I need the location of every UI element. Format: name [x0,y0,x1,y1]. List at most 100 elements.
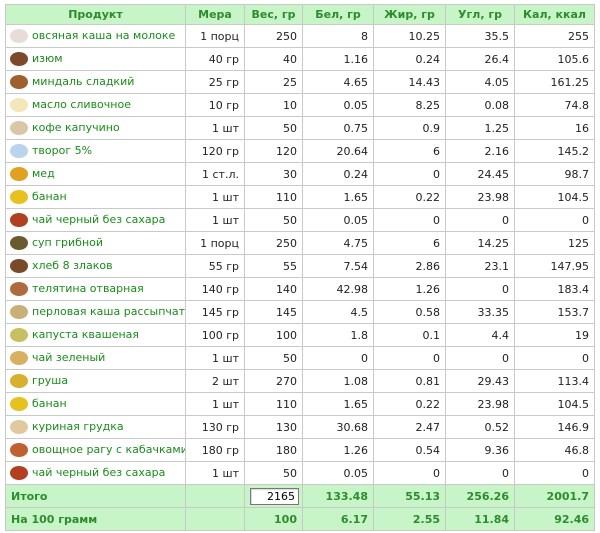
total-label: Итого [5,484,186,508]
kcal-cell: 105.6 [514,47,595,71]
col-header-protein[interactable]: Бел, гр [302,4,374,25]
fat-cell: 0.24 [373,47,446,71]
product-cell: суп грибной [5,231,186,255]
kcal-cell: 16 [514,116,595,140]
measure-cell: 180 гр [185,438,245,462]
weight-cell: 250 [244,24,303,48]
product-link[interactable]: мед [32,167,55,180]
weight-cell: 10 [244,93,303,117]
table-row: груша 2 шт 270 1.08 0.81 29.43 113.4 [5,369,595,393]
fat-cell: 0.9 [373,116,446,140]
protein-cell: 20.64 [302,139,374,163]
weight-cell: 55 [244,254,303,278]
carbs-cell: 0.08 [445,93,515,117]
table-row: чай черный без сахара 1 шт 50 0.05 0 0 0 [5,208,595,232]
fat-cell: 14.43 [373,70,446,94]
product-link[interactable]: кофе капучино [32,121,120,134]
weight-cell: 145 [244,300,303,324]
carbs-cell: 26.4 [445,47,515,71]
protein-cell: 1.26 [302,438,374,462]
nutrition-table: Продукт Мера Вес, гр Бел, гр Жир, гр Угл… [5,4,595,531]
product-cell: капуста квашеная [5,323,186,347]
fat-cell: 6 [373,139,446,163]
col-header-weight[interactable]: Вес, гр [244,4,303,25]
fat-cell: 0.22 [373,392,446,416]
total-weight-field[interactable]: 2165 [250,487,299,505]
product-cell: чай черный без сахара [5,461,186,485]
carbs-cell: 2.16 [445,139,515,163]
product-link[interactable]: капуста квашеная [32,328,140,341]
table-row: творог 5% 120 гр 120 20.64 6 2.16 145.2 [5,139,595,163]
kcal-cell: 146.9 [514,415,595,439]
measure-cell: 145 гр [185,300,245,324]
bread-icon [10,259,28,273]
col-header-measure[interactable]: Мера [185,4,245,25]
protein-cell: 0 [302,346,374,370]
total-kcal: 2001.7 [514,484,595,508]
col-header-fat[interactable]: Жир, гр [373,4,446,25]
product-cell: чай зеленый [5,346,186,370]
total-measure-cell [185,484,245,508]
product-link[interactable]: масло сливочное [32,98,131,111]
col-header-carbs[interactable]: Угл, гр [445,4,515,25]
fat-cell: 2.86 [373,254,446,278]
table-row: кофе капучино 1 шт 50 0.75 0.9 1.25 16 [5,116,595,140]
sauerkraut-icon [10,328,28,342]
protein-cell: 1.65 [302,185,374,209]
protein-cell: 42.98 [302,277,374,301]
kcal-cell: 74.8 [514,93,595,117]
vegetable-stew-icon [10,443,28,457]
measure-cell: 1 ст.л. [185,162,245,186]
product-link[interactable]: банан [32,190,67,203]
product-link[interactable]: миндаль сладкий [32,75,135,88]
kcal-cell: 46.8 [514,438,595,462]
product-cell: чай черный без сахара [5,208,186,232]
table-row: изюм 40 гр 40 1.16 0.24 26.4 105.6 [5,47,595,71]
kcal-cell: 147.95 [514,254,595,278]
product-link[interactable]: хлеб 8 злаков [32,259,113,272]
product-link[interactable]: груша [32,374,69,387]
product-link[interactable]: овощное рагу с кабачками [32,443,186,456]
carbs-cell: 1.25 [445,116,515,140]
table-row: овсяная каша на молоке 1 порц 250 8 10.25 35.… [5,24,595,48]
product-link[interactable]: чай черный без сахара [32,466,166,479]
fat-cell: 0 [373,461,446,485]
fat-cell: 0.54 [373,438,446,462]
kcal-cell: 19 [514,323,595,347]
measure-cell: 40 гр [185,47,245,71]
carbs-cell: 0 [445,277,515,301]
table-row: банан 1 шт 110 1.65 0.22 23.98 104.5 [5,392,595,416]
product-cell: куриная грудка [5,415,186,439]
table-row: банан 1 шт 110 1.65 0.22 23.98 104.5 [5,185,595,209]
weight-cell: 130 [244,415,303,439]
porridge-icon [10,29,28,43]
carbs-cell: 0.52 [445,415,515,439]
kcal-cell: 161.25 [514,70,595,94]
product-link[interactable]: суп грибной [32,236,104,249]
fat-cell: 0 [373,346,446,370]
table-row: чай черный без сахара 1 шт 50 0.05 0 0 0 [5,461,595,485]
product-cell: овсяная каша на молоке [5,24,186,48]
product-link[interactable]: чай зеленый [32,351,106,364]
product-link[interactable]: изюм [32,52,63,65]
protein-cell: 4.65 [302,70,374,94]
product-link[interactable]: творог 5% [32,144,93,157]
carbs-cell: 33.35 [445,300,515,324]
product-link[interactable]: чай черный без сахара [32,213,166,226]
product-link[interactable]: телятина отварная [32,282,144,295]
product-link[interactable]: куриная грудка [32,420,124,433]
product-link[interactable]: перловая каша рассыпчатая [32,305,186,318]
fat-cell: 0.58 [373,300,446,324]
weight-cell: 110 [244,185,303,209]
table-row: миндаль сладкий 25 гр 25 4.65 14.43 4.05 161.2… [5,70,595,94]
fat-cell: 0.81 [373,369,446,393]
product-link[interactable]: овсяная каша на молоке [32,29,176,42]
col-header-product[interactable]: Продукт [5,4,186,25]
product-cell: творог 5% [5,139,186,163]
kcal-cell: 0 [514,461,595,485]
product-link[interactable]: банан [32,397,67,410]
protein-cell: 1.65 [302,392,374,416]
protein-cell: 0.75 [302,116,374,140]
table-row: овощное рагу с кабачками 180 гр 180 1.26 0.5… [5,438,595,462]
col-header-kcal[interactable]: Кал, ккал [514,4,595,25]
